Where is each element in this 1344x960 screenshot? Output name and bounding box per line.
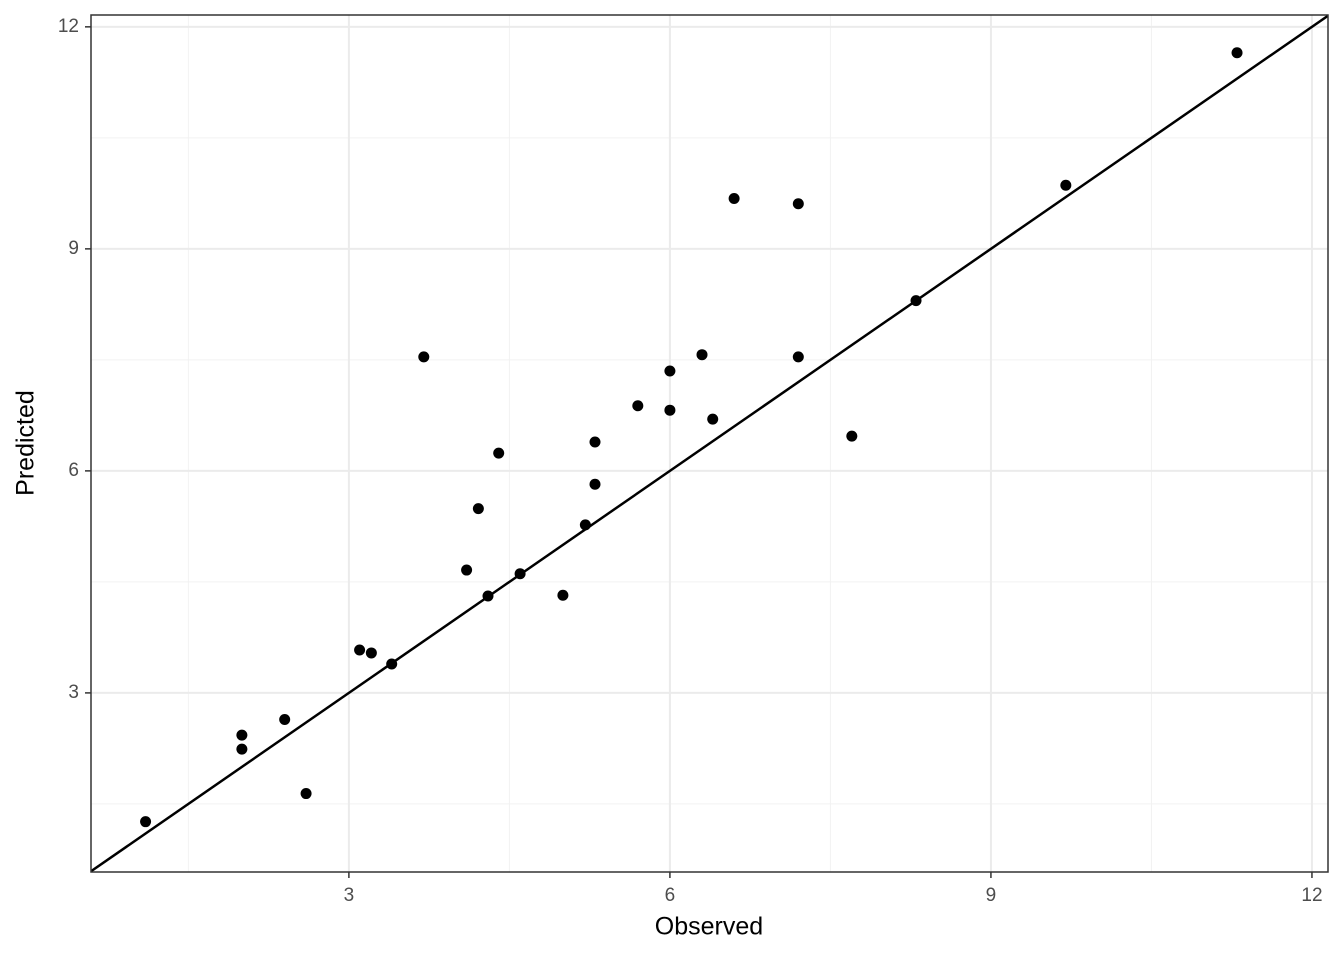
point (236, 743, 248, 755)
x-axis-title: Observed (655, 913, 763, 941)
point (140, 816, 152, 828)
panel-border (90, 14, 1329, 873)
point (792, 351, 804, 363)
y-axis-title: Predicted (12, 390, 40, 496)
point (632, 400, 644, 412)
point (557, 589, 569, 601)
point (664, 365, 676, 377)
point (493, 447, 505, 459)
x-tick-label: 12 (1301, 885, 1322, 906)
point (728, 193, 740, 205)
point (707, 413, 719, 425)
point (1060, 179, 1072, 191)
point (664, 404, 676, 416)
y-tick-label: 12 (58, 16, 79, 37)
y-tick-label: 6 (68, 460, 79, 481)
point (354, 644, 366, 656)
point (910, 295, 922, 307)
point (300, 788, 312, 800)
y-tick-label: 3 (68, 682, 79, 703)
x-tick-label: 9 (986, 885, 997, 906)
y-tick-label: 9 (68, 238, 79, 259)
plot-area (91, 15, 1328, 872)
point (386, 658, 398, 670)
point (461, 564, 473, 576)
point (589, 436, 601, 448)
point (365, 647, 377, 659)
point (589, 478, 601, 490)
point (279, 714, 291, 726)
point (846, 430, 858, 442)
grid (91, 15, 1328, 872)
point (1231, 47, 1243, 59)
axes: 3 6 9 12 3 6 9 12 (58, 16, 1323, 906)
point (579, 519, 591, 531)
point (482, 590, 494, 602)
point (236, 729, 248, 741)
point (514, 568, 526, 580)
point (472, 503, 484, 515)
x-tick-label: 6 (665, 885, 676, 906)
reference-line (91, 15, 1328, 872)
point (418, 351, 430, 363)
point (696, 349, 708, 361)
x-tick-label: 3 (344, 885, 355, 906)
point (792, 198, 804, 210)
